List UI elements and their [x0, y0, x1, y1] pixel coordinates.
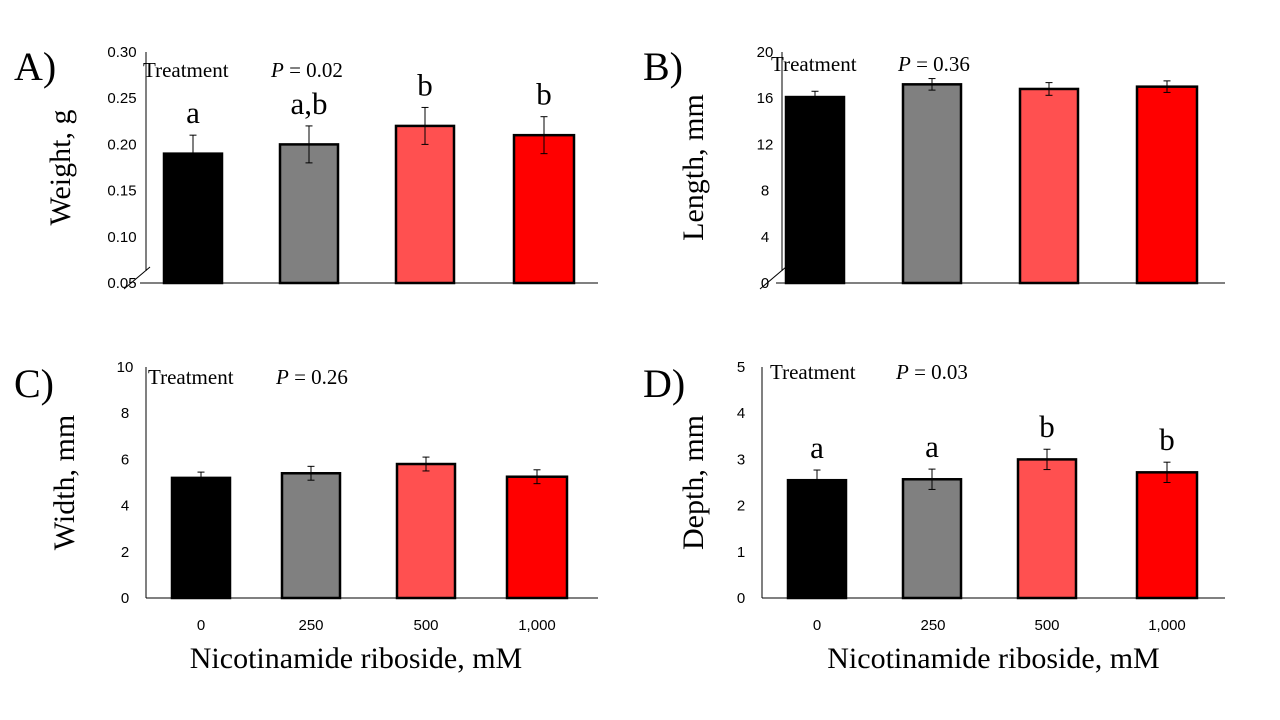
bar	[280, 472, 342, 600]
p-value-text: = 0.26	[289, 365, 348, 389]
x-tick-label: 0	[197, 617, 205, 634]
y-tick-label: 0.20	[107, 136, 136, 153]
y-tick-label: 6	[121, 451, 129, 468]
bar	[512, 133, 576, 285]
p-symbol: P	[895, 360, 909, 384]
significance-letter: a	[810, 430, 824, 465]
y-tick-label: 0.30	[107, 44, 136, 61]
p-symbol: P	[897, 52, 911, 76]
y-tick-label: 20	[757, 44, 774, 61]
axis-break-mark	[123, 266, 151, 290]
y-tick-label: 12	[757, 136, 774, 153]
y-axis-title: Length, mm	[677, 94, 710, 241]
y-tick-label: 0	[121, 590, 129, 607]
y-axis-title: Depth, mm	[677, 415, 710, 550]
treatment-label: Treatment	[148, 365, 234, 389]
x-axis-title: Nicotinamide riboside, mM	[827, 642, 1159, 675]
bar	[901, 83, 963, 285]
y-axis-title: Weight, g	[44, 110, 77, 226]
y-tick-label: 0.15	[107, 183, 136, 200]
axis-break-mark	[759, 266, 787, 290]
panel-label: D)	[643, 361, 685, 406]
x-tick-label: 250	[920, 617, 945, 634]
bar	[1135, 471, 1199, 600]
significance-letter: b	[1039, 409, 1055, 444]
chart-panel-2: C) Width, mm 0 2 4 6 8 10 Treatment P = 0.26 0 250 5…	[14, 359, 598, 675]
treatment-label: Treatment	[770, 360, 856, 384]
y-tick-label: 2	[737, 498, 745, 515]
x-tick-label: 0	[813, 617, 821, 634]
bar	[394, 124, 456, 285]
p-value-text: = 0.03	[909, 360, 968, 384]
y-tick-label: 4	[121, 498, 129, 515]
x-tick-label: 1,000	[518, 617, 556, 634]
bar	[1018, 87, 1080, 285]
chart-panel-3: D) Depth, mm 0 1 2 3 4 5 Treatment P = 0.03 a a b b 0 2…	[643, 359, 1225, 675]
x-tick-label: 500	[1034, 617, 1059, 634]
bar	[901, 478, 963, 600]
panel-label: A)	[14, 44, 56, 89]
x-axis-title: Nicotinamide riboside, mM	[190, 642, 522, 675]
bar	[162, 152, 224, 285]
significance-letter: a	[186, 95, 200, 130]
treatment-label: Treatment	[143, 58, 229, 82]
y-tick-label: 4	[737, 405, 745, 422]
p-value-text: = 0.36	[911, 52, 970, 76]
significance-letter: b	[536, 77, 552, 112]
x-tick-label: 250	[298, 617, 323, 634]
y-tick-label: 10	[117, 359, 134, 376]
y-tick-label: 0.25	[107, 90, 136, 107]
p-value: P = 0.02	[270, 58, 343, 82]
p-value: P = 0.26	[275, 365, 348, 389]
bar	[784, 95, 846, 285]
y-tick-label: 4	[761, 229, 769, 246]
y-tick-label: 16	[757, 90, 774, 107]
p-symbol: P	[270, 58, 284, 82]
y-tick-label: 0	[761, 275, 769, 292]
y-tick-label: 0.10	[107, 229, 136, 246]
panel-label: C)	[14, 361, 54, 406]
x-tick-label: 1,000	[1148, 617, 1186, 634]
y-tick-label: 0	[737, 590, 745, 607]
p-value-text: = 0.02	[284, 58, 343, 82]
p-value: P = 0.36	[897, 52, 970, 76]
y-tick-label: 5	[737, 359, 745, 376]
y-tick-label: 3	[737, 451, 745, 468]
significance-letter: a,b	[290, 86, 327, 121]
bar	[1135, 85, 1199, 285]
bar	[505, 475, 569, 600]
chart-panel-0: A) Weight, g 0.05 0.10 0.15 0.20 0.25 0.30 Treat…	[14, 44, 598, 292]
y-tick-label: 8	[761, 183, 769, 200]
bar	[1016, 458, 1078, 600]
y-tick-label: 1	[737, 544, 745, 561]
y-tick-label: 2	[121, 544, 129, 561]
y-axis-title: Width, mm	[48, 415, 81, 550]
x-tick-label: 500	[413, 617, 438, 634]
bar	[395, 462, 457, 600]
significance-letter: a	[925, 429, 939, 464]
bar	[786, 478, 848, 600]
panel-label: B)	[643, 44, 683, 89]
bar	[170, 476, 232, 600]
y-tick-label: 8	[121, 405, 129, 422]
significance-letter: b	[1159, 422, 1175, 457]
p-value: P = 0.03	[895, 360, 968, 384]
significance-letter: b	[417, 67, 433, 102]
bar	[278, 143, 340, 285]
y-tick-label: 0.05	[107, 275, 136, 292]
p-symbol: P	[275, 365, 289, 389]
treatment-label: Treatment	[771, 52, 857, 76]
